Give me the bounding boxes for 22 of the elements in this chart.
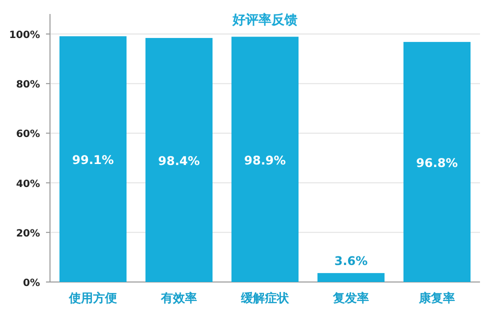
data-label: 98.4%: [158, 154, 200, 168]
y-tick-label: 40%: [16, 178, 40, 190]
x-tick-label: 缓解症状: [240, 291, 290, 305]
y-tick-label: 0%: [23, 278, 40, 289]
data-label: 99.1%: [72, 153, 114, 168]
bar: [145, 38, 213, 282]
x-tick-label: 康复率: [418, 291, 455, 305]
data-label: 98.9%: [244, 153, 286, 168]
y-tick-label: 100%: [9, 30, 40, 41]
data-label: 96.8%: [416, 156, 458, 170]
bar: [59, 36, 127, 282]
bar: [317, 273, 385, 282]
bar: [231, 36, 299, 282]
y-tick-label: 20%: [16, 228, 40, 240]
y-tick-label: 80%: [16, 80, 40, 91]
x-tick-label: 使用方便: [68, 291, 117, 305]
y-tick-label: 60%: [16, 129, 40, 140]
bar: [403, 42, 471, 282]
chart-title: 好评率反馈: [232, 12, 298, 28]
x-tick-label: 有效率: [160, 291, 197, 305]
data-label: 3.6%: [334, 254, 368, 268]
x-tick-label: 复发率: [332, 291, 369, 305]
